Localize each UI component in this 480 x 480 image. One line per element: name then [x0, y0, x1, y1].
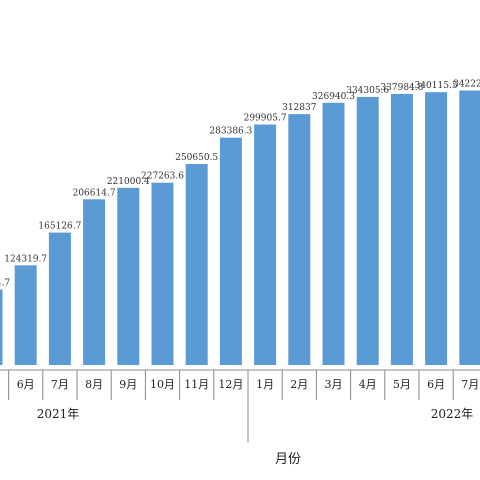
- x-tick-label-10: 2月: [290, 378, 308, 391]
- x-axis-title: 月份: [275, 452, 301, 467]
- bar-2: [14, 265, 37, 365]
- x-tick-label-14: 6月: [427, 378, 445, 391]
- bar-7: [185, 164, 208, 365]
- x-tick-label-2: 6月: [17, 378, 35, 391]
- x-tick-label-1: 5月: [0, 378, 1, 391]
- bar-10: [288, 114, 311, 365]
- value-label-10: 312837: [282, 103, 317, 113]
- bar-1: [0, 289, 3, 365]
- value-label-6: 227263.6: [141, 172, 184, 182]
- bar-14: [425, 92, 448, 365]
- bar-12: [356, 96, 379, 366]
- x-tick-label-4: 8月: [85, 378, 103, 391]
- x-tick-label-6: 10月: [150, 378, 175, 391]
- x-tick-label-15: 7月: [461, 378, 479, 391]
- value-label-1: 94264.7: [0, 278, 10, 288]
- value-label-4: 206614.7: [73, 188, 116, 198]
- x-tick-label-13: 5月: [393, 378, 411, 391]
- value-labels-layer: 94264.7124319.7165126.7206614.7221000.42…: [0, 80, 480, 289]
- value-label-5: 221000.4: [107, 177, 150, 187]
- bar-3: [48, 232, 71, 365]
- year-group-labels: 2021年 2022年: [37, 407, 474, 421]
- value-label-9: 299905.7: [244, 114, 287, 124]
- year-label-1: 2021年: [37, 407, 80, 421]
- bars-layer: [0, 90, 480, 366]
- x-tick-label-3: 7月: [51, 378, 69, 391]
- bar-4: [83, 199, 106, 365]
- bar-8: [219, 137, 242, 365]
- x-tick-labels: 5月 6月 7月 8月 9月 10月 11月 12月 1月 2月 3月 4月 5月 6月 7月: [0, 378, 479, 391]
- bar-6: [151, 182, 174, 365]
- value-label-15: 342220: [453, 80, 480, 90]
- value-label-3: 165126.7: [38, 222, 81, 232]
- x-tick-label-9: 1月: [256, 378, 274, 391]
- x-axis: [0, 369, 480, 442]
- value-label-14: 340115.5: [415, 81, 458, 91]
- value-label-2: 124319.7: [4, 254, 47, 264]
- value-label-8: 283386.3: [209, 127, 252, 137]
- x-tick-label-8: 12月: [218, 378, 243, 391]
- bar-13: [390, 93, 413, 366]
- value-label-12: 334305.6: [346, 86, 389, 96]
- year-label-2: 2022年: [431, 407, 474, 421]
- bar-9: [254, 124, 277, 365]
- bar-11: [322, 102, 345, 366]
- value-label-13: 337984.8: [380, 83, 423, 93]
- value-label-11: 326940.3: [312, 92, 355, 102]
- bar-5: [117, 187, 140, 365]
- x-tick-label-12: 4月: [359, 378, 377, 391]
- value-label-7: 250650.5: [175, 153, 218, 163]
- x-tick-label-11: 3月: [325, 378, 343, 391]
- bar-15: [459, 90, 480, 365]
- x-tick-label-7: 11月: [184, 378, 209, 391]
- x-tick-label-5: 9月: [119, 378, 137, 391]
